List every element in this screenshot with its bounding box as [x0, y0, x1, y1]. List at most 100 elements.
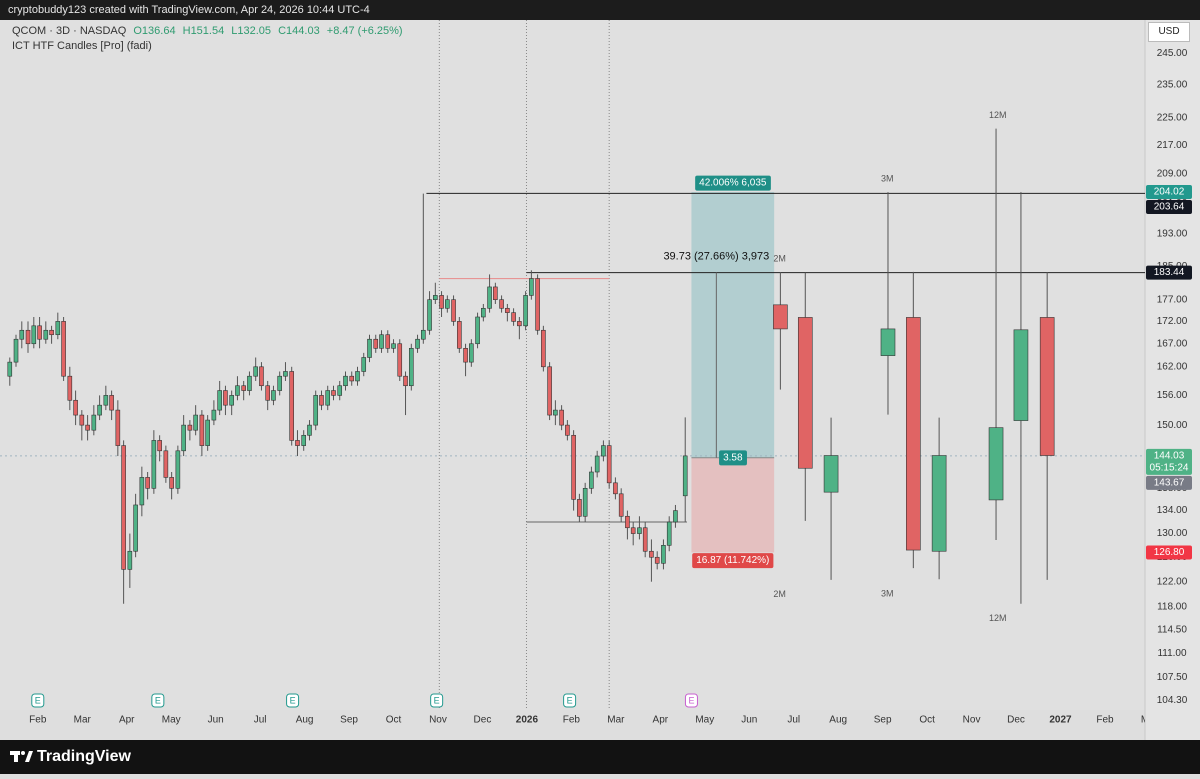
x-tick-label: Nov	[429, 715, 447, 726]
candle-body	[523, 295, 528, 327]
x-tick-label: Oct	[386, 715, 402, 726]
candle-body	[49, 329, 54, 336]
y-tick-label: 162.00	[1157, 361, 1188, 372]
candle-body	[277, 375, 282, 391]
x-tick-label: Sep	[340, 715, 358, 726]
candle-body	[31, 325, 37, 345]
candle-body	[145, 477, 150, 489]
loss-zone	[691, 457, 775, 553]
legend-row: QCOM · 3D · NASDAQ O136.64 H151.54 L132.…	[12, 24, 403, 39]
x-tick-label: Mar	[1141, 715, 1159, 726]
candle-body	[577, 499, 582, 517]
htf-label: 3M	[881, 589, 894, 599]
candle-body	[259, 366, 264, 387]
x-tick-label: Jul	[787, 715, 800, 726]
candle-body	[529, 278, 534, 296]
price-label: 126.80	[1154, 547, 1185, 558]
candle-body	[139, 477, 145, 506]
candle-body	[157, 440, 162, 452]
x-tick-label: 2027	[1049, 715, 1072, 726]
price-label: 204.02	[1154, 187, 1185, 198]
measure-label: 39.73 (27.66%) 3,973	[663, 250, 769, 262]
price-axis	[1145, 20, 1200, 740]
price-label: 143.67	[1154, 478, 1185, 489]
event-marker[interactable]	[286, 693, 300, 708]
candle-body	[127, 550, 133, 570]
candle-body	[445, 299, 450, 309]
candle-body	[463, 348, 468, 363]
candle-body	[55, 321, 61, 336]
htf-candle-body	[1039, 317, 1055, 456]
candle-body	[361, 357, 367, 372]
indicator[interactable]: ICT HTF Candles [Pro] (fadi)	[12, 40, 152, 52]
logo-dot	[21, 751, 25, 755]
candle-body	[433, 295, 438, 300]
candle-body	[457, 321, 462, 349]
x-tick-label: Aug	[296, 715, 314, 726]
candle-body	[151, 440, 157, 489]
candle-body	[193, 414, 198, 431]
candle-body	[475, 316, 480, 345]
candle-body	[630, 527, 636, 534]
htf-label: 12M	[989, 613, 1007, 623]
y-tick-label: 114.50	[1157, 624, 1187, 635]
x-tick-label: Feb	[29, 715, 47, 726]
candle-body	[379, 334, 384, 349]
candle-body	[618, 493, 624, 517]
event-marker[interactable]	[563, 693, 577, 708]
candle-body	[85, 424, 90, 431]
candle-body	[415, 338, 420, 349]
candle-body	[535, 278, 540, 331]
candle-body	[283, 371, 288, 377]
candle-body	[247, 375, 252, 391]
candle-body	[385, 334, 391, 349]
candle-body	[601, 445, 606, 457]
candle-body	[67, 375, 73, 401]
event-marker[interactable]	[31, 693, 45, 708]
y-tick-label: 150.00	[1157, 420, 1188, 431]
x-tick-label: Dec	[474, 715, 492, 726]
y-tick-label: 235.00	[1157, 80, 1188, 91]
y-tick-label: 118.00	[1157, 602, 1187, 613]
candle-body	[637, 527, 642, 534]
candle-body	[295, 440, 300, 446]
candle-body	[606, 445, 612, 484]
candle-body	[565, 424, 570, 436]
htf-label: 2M	[773, 589, 786, 599]
candle-body	[163, 450, 169, 478]
candle-body	[325, 390, 331, 406]
htf-candle-body	[797, 317, 813, 469]
event-marker[interactable]	[430, 693, 444, 708]
x-tick-label: Nov	[963, 715, 981, 726]
htf-label: 12M	[989, 110, 1007, 120]
candle-body	[682, 455, 688, 497]
candle-body	[319, 395, 324, 406]
candle-body	[241, 385, 246, 391]
event-marker[interactable]	[684, 693, 698, 708]
y-tick-label: 130.00	[1157, 528, 1188, 539]
htf-candle-body	[1013, 329, 1029, 421]
candle-body	[666, 521, 672, 546]
candle-body	[79, 414, 85, 426]
candle-body	[373, 338, 379, 349]
candle-body	[313, 395, 319, 426]
candle-body	[367, 338, 372, 358]
y-tick-label: 167.00	[1157, 338, 1188, 349]
candle-body	[181, 424, 186, 452]
event-label: E	[35, 695, 41, 705]
y-tick-label: 209.00	[1157, 168, 1188, 179]
currency-button[interactable]: USD	[1148, 22, 1190, 42]
profit-zone	[691, 192, 775, 458]
logo-stem	[14, 751, 18, 762]
ratio-label-bg	[719, 450, 747, 466]
candle-body	[223, 390, 228, 406]
candle-body	[271, 390, 276, 401]
y-tick-label: 225.00	[1157, 112, 1188, 123]
footer: TradingView	[0, 740, 1200, 774]
candle-body	[211, 409, 217, 421]
event-marker[interactable]	[151, 693, 165, 708]
x-tick-label: Oct	[919, 715, 935, 726]
x-tick-label: Sep	[874, 715, 892, 726]
candle-body	[391, 343, 396, 349]
